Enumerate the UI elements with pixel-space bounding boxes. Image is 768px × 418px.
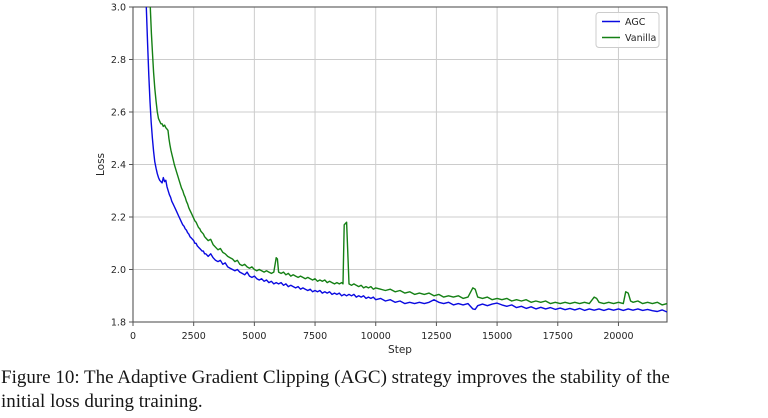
y-tick-label: 2.8 (111, 55, 126, 66)
series-line-agc (145, 7, 667, 313)
gridlines (132, 6, 667, 323)
x-tick-label: 20000 (603, 331, 633, 342)
axis-tick-labels: 0 2500 5000 7500 10000 12500 15000 17500 20000 1.… (111, 3, 634, 343)
y-axis-label: Loss (95, 153, 107, 176)
x-tick-label: 10000 (361, 331, 391, 342)
y-tick-label: 3.0 (111, 3, 126, 14)
x-tick-label: 15000 (482, 331, 512, 342)
legend-item-vanilla: Vanilla (602, 33, 656, 44)
loss-chart-container: 0 2500 5000 7500 10000 12500 15000 17500 20000 1.… (95, 3, 668, 356)
axis-ticks (129, 6, 619, 326)
y-tick-label: 2.6 (111, 108, 126, 119)
y-tick-label: 1.8 (111, 318, 126, 329)
series-line-vanilla (149, 7, 667, 306)
y-tick-label: 2.0 (111, 265, 126, 276)
legend-label: AGC (625, 17, 646, 28)
figure-caption: Figure 10: The Adaptive Gradient Clippin… (1, 366, 768, 414)
x-tick-label: 5000 (242, 331, 266, 342)
x-tick-label: 2500 (182, 331, 206, 342)
legend-item-agc: AGC (602, 17, 646, 28)
x-tick-label: 12500 (421, 331, 451, 342)
legend-label: Vanilla (625, 33, 656, 44)
caption-line-1: Figure 10: The Adaptive Gradient Clippin… (1, 367, 670, 388)
y-tick-label: 2.2 (111, 213, 126, 224)
y-tick-label: 2.4 (111, 160, 126, 171)
x-tick-label: 0 (130, 331, 136, 342)
x-tick-label: 7500 (303, 331, 327, 342)
x-axis-label: Step (388, 344, 412, 356)
x-tick-label: 17500 (543, 331, 573, 342)
legend: AGC Vanilla (595, 12, 660, 48)
caption-line-2: initial loss during training. (1, 391, 203, 412)
loss-chart: 0 2500 5000 7500 10000 12500 15000 17500 20000 1.… (95, 3, 668, 356)
